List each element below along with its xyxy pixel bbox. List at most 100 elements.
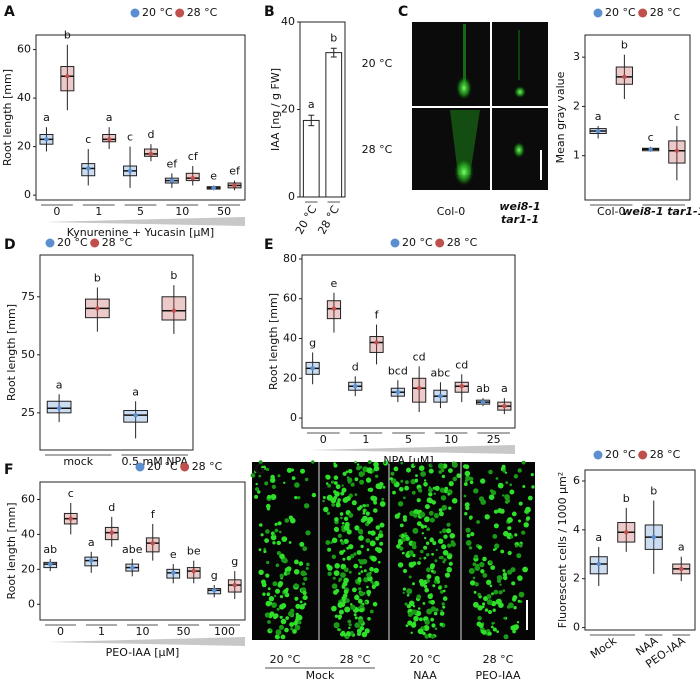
nucleus	[511, 581, 516, 586]
plot-frame	[584, 469, 696, 631]
nucleus	[340, 602, 346, 608]
y-axis-label: Root length [mm]	[5, 503, 18, 600]
nucleus	[284, 518, 290, 523]
box-dot	[480, 399, 486, 405]
nucleus	[305, 567, 309, 570]
nucleus	[416, 498, 421, 503]
nucleus	[339, 512, 344, 516]
nucleus	[270, 474, 275, 480]
nucleus	[359, 479, 365, 485]
nucleus	[281, 603, 287, 609]
nucleus	[359, 591, 365, 597]
nucleus	[373, 500, 377, 505]
y-tick-label: 40	[17, 91, 31, 104]
column-label: Col-0	[437, 205, 465, 218]
nucleus	[521, 460, 526, 465]
panel-letter: F	[4, 462, 14, 478]
nucleus	[507, 526, 512, 531]
nucleus	[412, 561, 417, 566]
nucleus	[412, 605, 416, 608]
y-tick-label: 50	[21, 348, 35, 361]
nucleus	[267, 587, 271, 591]
nucleus	[403, 496, 406, 500]
nucleus	[424, 619, 430, 625]
nucleus	[518, 501, 523, 506]
column-label: 28 °C	[340, 653, 371, 666]
nucleus	[514, 544, 518, 548]
nucleus	[430, 617, 435, 622]
nucleus	[283, 481, 286, 484]
box-dot	[109, 530, 114, 535]
nucleus	[400, 479, 404, 483]
y-tick-label: 4	[573, 523, 580, 536]
y-axis-label: Root length [mm]	[5, 304, 18, 401]
nucleus	[401, 551, 405, 555]
nucleus	[448, 468, 453, 473]
column-label: wei8-1	[499, 200, 540, 213]
nucleus	[502, 469, 507, 473]
nucleus	[343, 589, 349, 595]
panel-letter: E	[264, 237, 274, 253]
nucleus	[299, 600, 303, 604]
nucleus	[327, 571, 332, 576]
nucleus	[265, 573, 270, 578]
nucleus	[334, 517, 339, 522]
nucleus	[363, 504, 366, 508]
legend-marker	[593, 450, 603, 460]
box-dot	[171, 308, 177, 313]
nucleus	[443, 534, 448, 539]
nucleus	[389, 477, 393, 481]
nucleus	[352, 587, 357, 593]
group-label: NAA	[413, 669, 437, 682]
group-letter: d	[147, 128, 154, 141]
nucleus	[275, 563, 280, 568]
nucleus	[481, 605, 485, 609]
group-letter: e	[210, 169, 217, 182]
nucleus	[346, 555, 352, 561]
nucleus	[353, 563, 359, 569]
group-letter: a	[106, 111, 113, 124]
nucleus	[261, 579, 266, 585]
nucleus	[507, 550, 512, 556]
box-dot	[674, 148, 680, 153]
nucleus	[426, 574, 432, 579]
nucleus	[378, 560, 381, 564]
box-dot	[212, 588, 217, 593]
nucleus	[423, 556, 427, 560]
y-tick-label: 20	[17, 140, 31, 153]
nucleus	[432, 584, 436, 588]
nucleus	[305, 530, 311, 536]
nucleus	[348, 544, 354, 550]
nucleus	[303, 503, 310, 509]
nucleus	[491, 490, 497, 496]
nucleus	[475, 563, 480, 568]
nucleus	[335, 588, 340, 594]
x-tick-label: 28 °C	[315, 203, 342, 236]
nucleus	[331, 503, 336, 507]
nucleus	[441, 504, 448, 511]
nucleus	[406, 594, 410, 597]
nucleus	[378, 532, 384, 539]
legend-marker	[175, 8, 185, 18]
nucleus	[342, 557, 346, 561]
nucleus	[279, 595, 284, 599]
y-tick-label: 2	[573, 572, 580, 585]
group-letter: a	[308, 98, 315, 111]
nucleus	[416, 594, 422, 600]
nucleus	[375, 474, 379, 478]
nucleus	[342, 581, 348, 587]
plot-frame	[301, 254, 516, 429]
group-letter: a	[501, 382, 508, 395]
nucleus	[390, 471, 395, 476]
x-tick-label: 25	[487, 433, 501, 446]
nucleus	[351, 500, 357, 506]
nucleus	[265, 600, 272, 607]
group-letter: a	[595, 110, 602, 123]
nucleus	[266, 503, 271, 509]
nucleus	[397, 539, 404, 546]
nucleus	[379, 501, 386, 507]
nucleus	[435, 548, 438, 552]
x-tick-label: 20 °C	[293, 203, 320, 236]
nucleus	[334, 563, 341, 569]
nucleus	[354, 460, 357, 464]
